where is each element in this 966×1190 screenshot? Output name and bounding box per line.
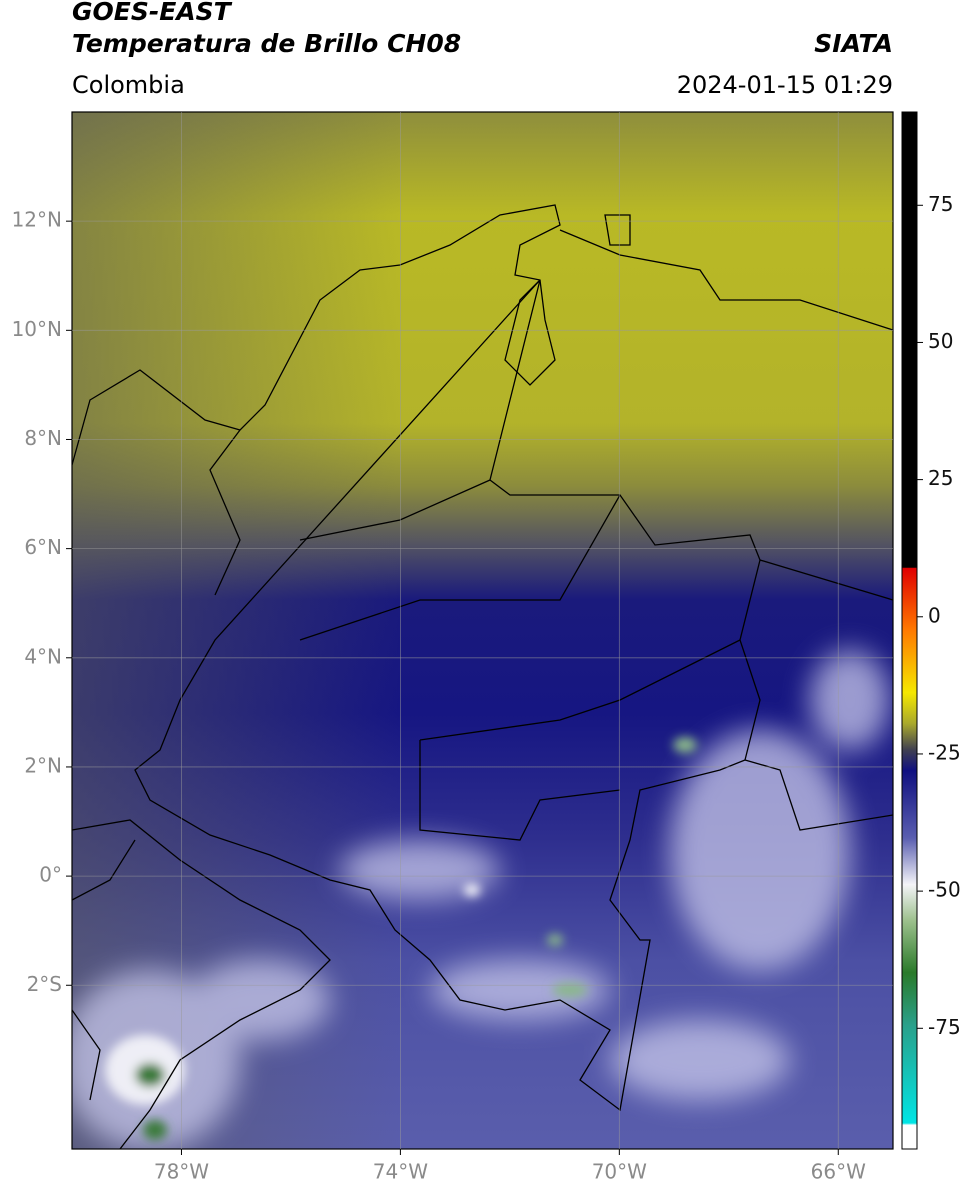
x-tick-label: 74°W <box>373 1160 428 1184</box>
product: Temperatura de Brillo CH08 <box>72 29 461 58</box>
colorbar-tick-label: 25 <box>928 466 953 490</box>
x-tick-label: 66°W <box>811 1160 866 1184</box>
colorbar-tick-label: -75 <box>928 1015 961 1039</box>
satellite: GOES-EAST <box>72 0 233 26</box>
x-tick-label: 78°W <box>154 1160 209 1184</box>
colorbar-tick-label: 75 <box>928 192 953 216</box>
y-tick-label: 12°N <box>12 208 62 232</box>
y-tick-label: 4°N <box>24 644 62 668</box>
y-tick-label: 2°N <box>24 753 62 777</box>
map-frame <box>71 111 894 1150</box>
map-image <box>72 112 893 1149</box>
colorbar-tick-label: 0 <box>928 603 941 627</box>
timestamp: 2024-01-15 01:29 <box>677 71 893 99</box>
colorbar-tick-label: 50 <box>928 329 953 353</box>
y-tick-label: 10°N <box>12 317 62 341</box>
colorbar <box>901 111 918 1150</box>
y-tick-label: 0° <box>39 863 62 887</box>
x-tick-label: 70°W <box>592 1160 647 1184</box>
region: Colombia <box>72 71 185 99</box>
colorbar-tick-label: -25 <box>928 740 961 764</box>
y-tick-label: 2°S <box>27 972 62 996</box>
colorbar-tick-label: -50 <box>928 878 961 902</box>
source: SIATA <box>814 29 893 58</box>
y-tick-label: 6°N <box>24 535 62 559</box>
y-tick-label: 8°N <box>24 426 62 450</box>
